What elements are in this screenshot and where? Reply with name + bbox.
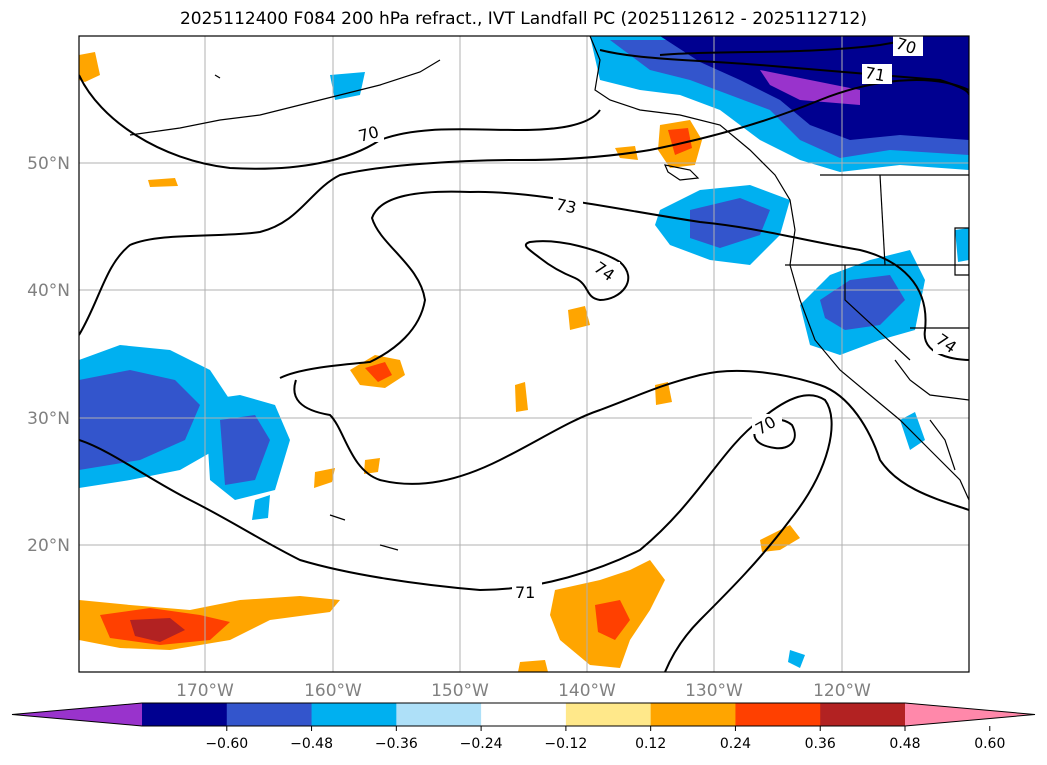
contour-label: 70 bbox=[356, 122, 381, 146]
coastlines bbox=[129, 36, 969, 551]
lon-label-170w: 170°W bbox=[176, 681, 234, 701]
colorbar-tick-label: 0.48 bbox=[889, 736, 920, 752]
lon-label-140w: 140°W bbox=[558, 681, 616, 701]
colorbar-segment bbox=[142, 703, 228, 726]
colorbar-tick-label: −0.24 bbox=[460, 736, 503, 752]
colorbar: −0.60 −0.48 −0.36 −0.24 −0.12 0.12 0.24 0.36 0.4… bbox=[11, 702, 1036, 752]
lat-label-30n: 30°N bbox=[27, 409, 70, 429]
longitude-labels: 170°W 160°W 150°W 140°W 130°W 120°W bbox=[176, 681, 871, 701]
lon-label-150w: 150°W bbox=[431, 681, 489, 701]
graticule-gridlines bbox=[79, 36, 969, 672]
contour-label: 71 bbox=[515, 583, 535, 602]
latitude-labels: 50°N 40°N 30°N 20°N bbox=[27, 154, 70, 556]
colorbar-segment bbox=[226, 703, 313, 726]
colorbar-segment bbox=[735, 703, 821, 726]
refractivity-contours bbox=[79, 37, 969, 672]
lat-label-40n: 40°N bbox=[27, 281, 70, 301]
colorbar-segment bbox=[650, 703, 736, 726]
map-frame bbox=[78, 35, 970, 673]
colorbar-outline bbox=[11, 702, 1036, 727]
colorbar-tick-label: 0.36 bbox=[805, 736, 836, 752]
lat-label-20n: 20°N bbox=[27, 536, 70, 556]
colorbar-tick-label: 0.24 bbox=[720, 736, 751, 752]
colorbar-tick-label: −0.60 bbox=[205, 736, 248, 752]
colorbar-extend-high bbox=[905, 703, 1035, 726]
map-title: 2025112400 F084 200 hPa refract., IVT La… bbox=[179, 9, 867, 29]
colorbar-segment bbox=[565, 703, 652, 726]
lon-label-160w: 160°W bbox=[304, 681, 362, 701]
colorbar-extend-low bbox=[12, 703, 142, 726]
colorbar-tick-label: −0.48 bbox=[290, 736, 333, 752]
colorbar-segment bbox=[396, 703, 482, 726]
colorbar-tick-label: −0.36 bbox=[375, 736, 418, 752]
contour-labels: 70 71 73 74 71 70 70 74 bbox=[354, 34, 963, 602]
colorbar-segment bbox=[481, 703, 567, 726]
contour-label: 71 bbox=[863, 63, 886, 85]
colorbar-tick-label: 0.12 bbox=[635, 736, 666, 752]
colorbar-tick-label: −0.12 bbox=[544, 736, 587, 752]
lon-label-120w: 120°W bbox=[813, 681, 871, 701]
contour-label: 73 bbox=[554, 195, 578, 218]
lat-label-50n: 50°N bbox=[27, 154, 70, 174]
lon-label-130w: 130°W bbox=[685, 681, 743, 701]
colorbar-segment bbox=[820, 703, 906, 726]
colorbar-segment bbox=[311, 703, 397, 726]
colorbar-tick-label: 0.60 bbox=[974, 736, 1005, 752]
